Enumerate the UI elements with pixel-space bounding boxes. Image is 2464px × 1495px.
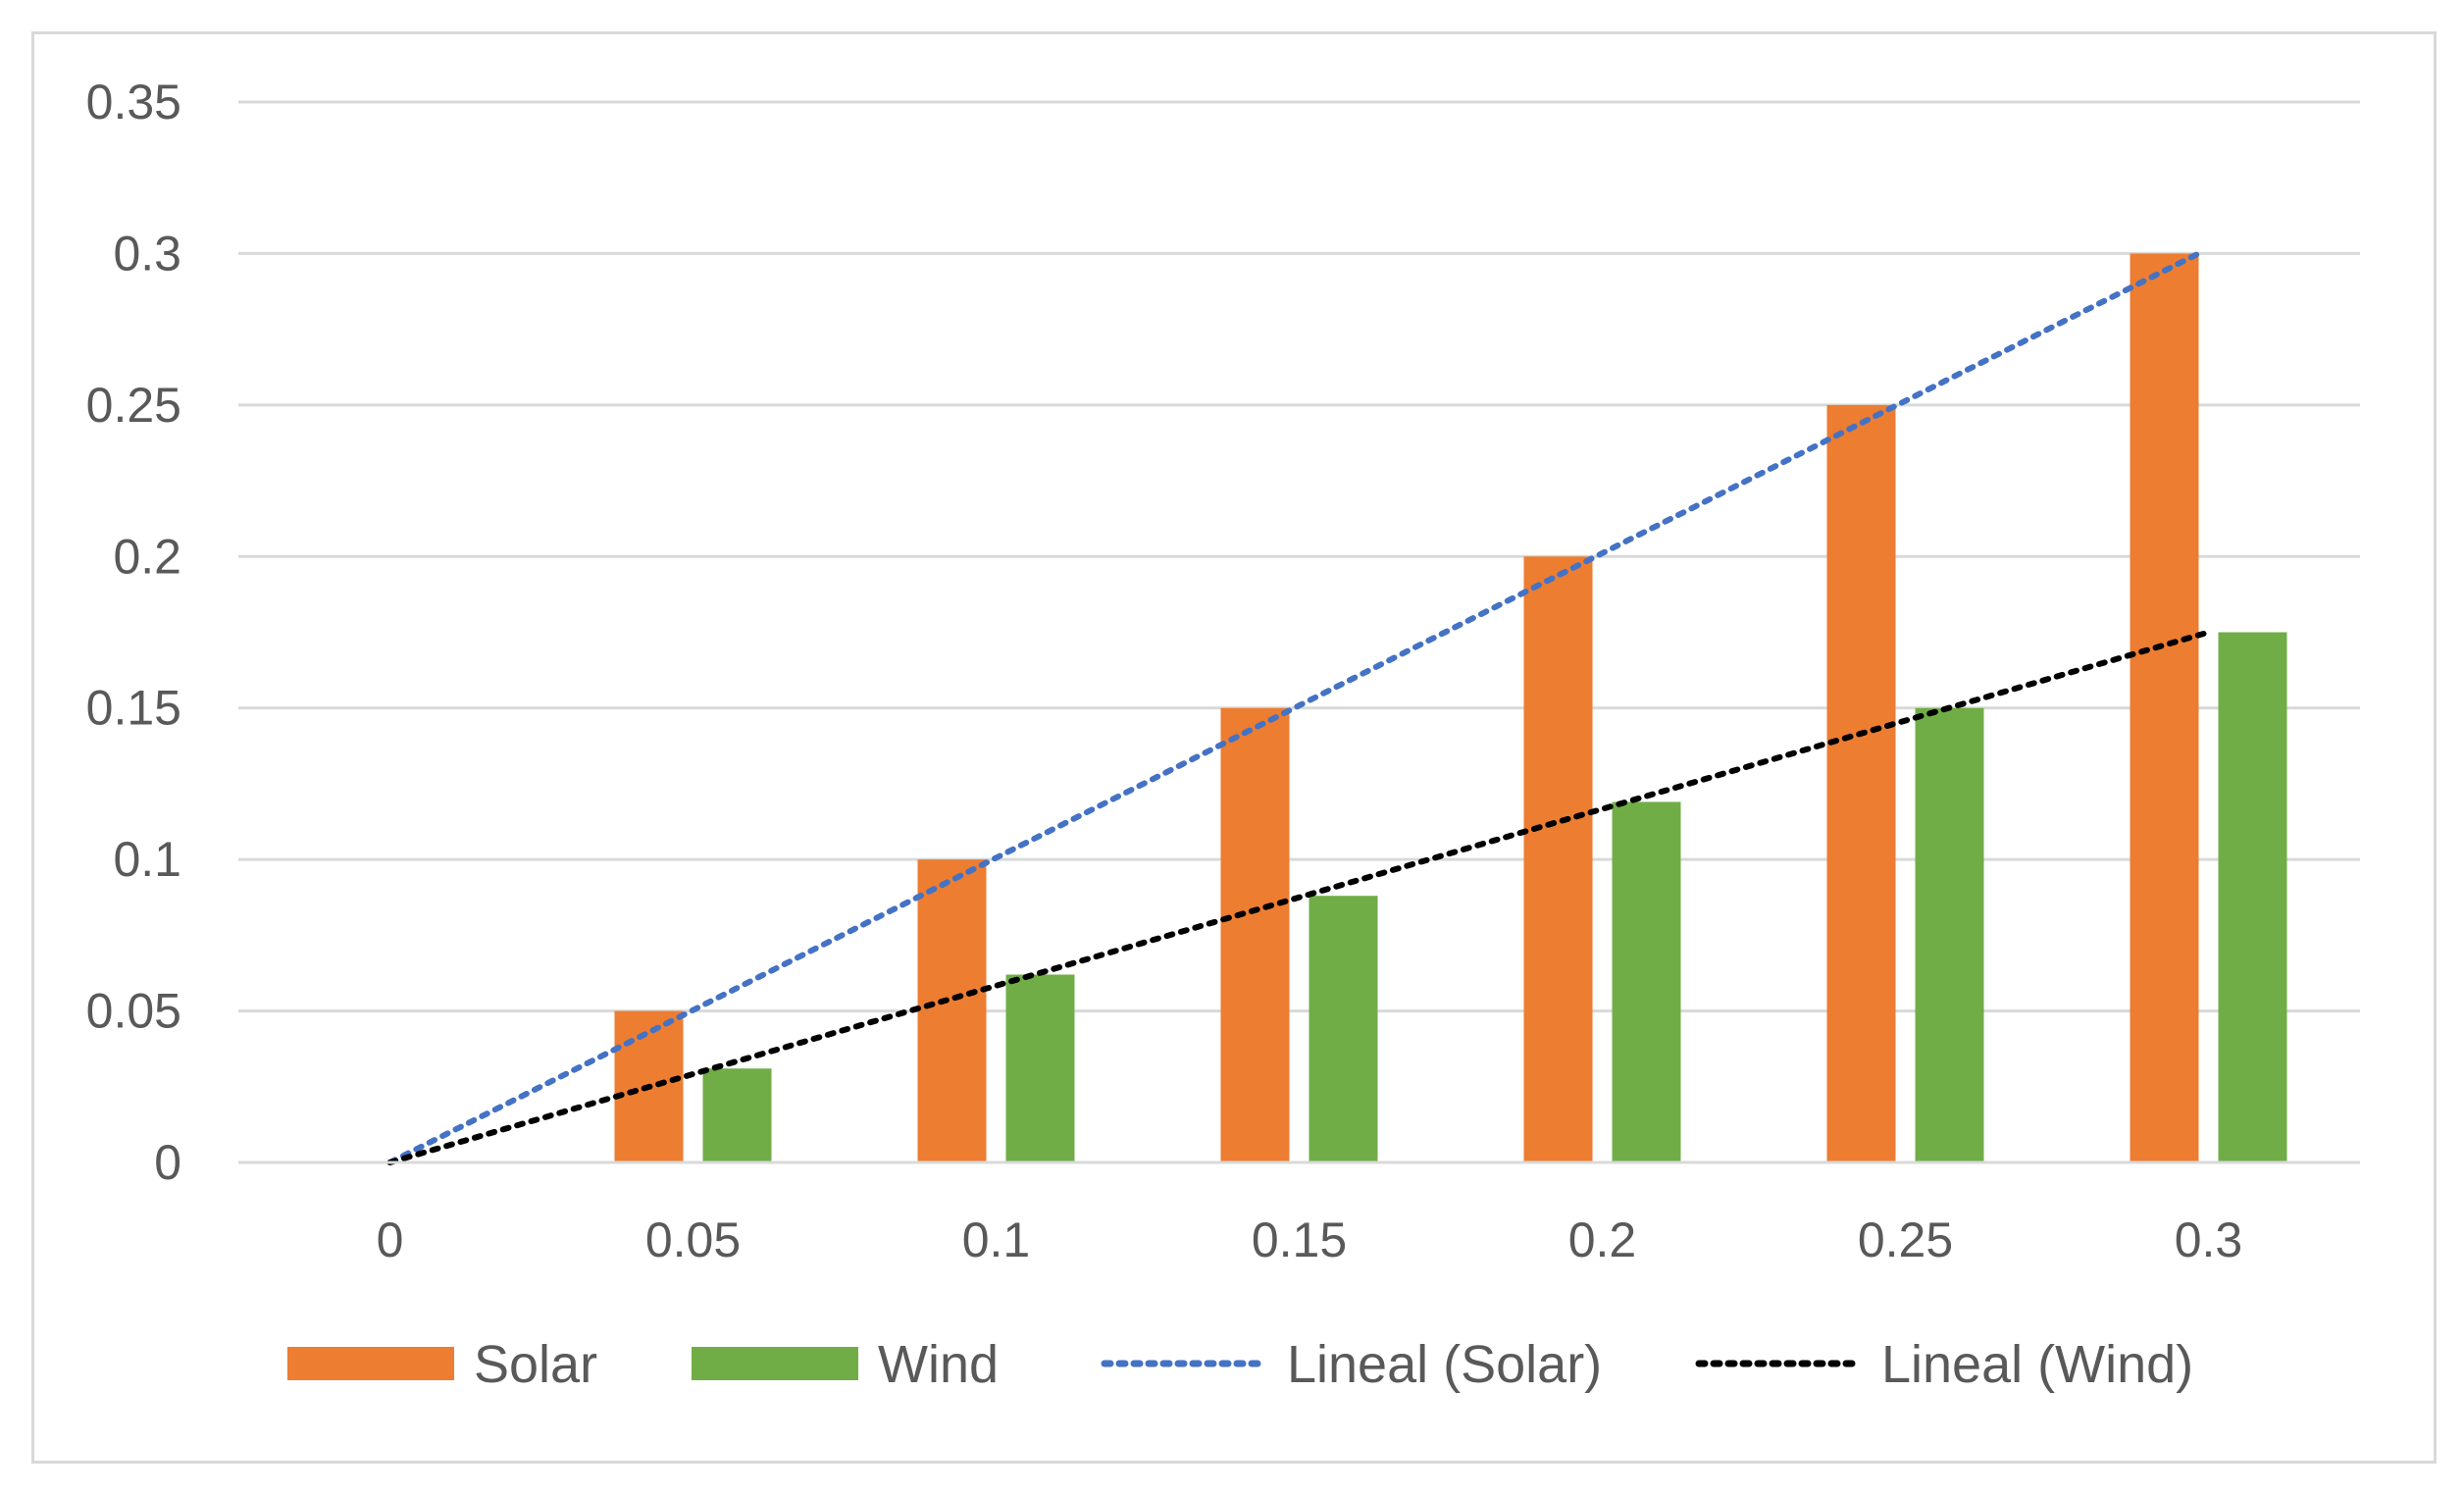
y-tick-label: 0 [154, 1135, 181, 1190]
x-tick-label: 0.25 [1858, 1212, 1953, 1267]
bar-solar-0.2 [1523, 556, 1593, 1162]
bar-wind-0.25 [1915, 707, 1984, 1162]
y-tick-label: 0.2 [113, 529, 181, 584]
legend-item-lineal-solar: Lineal (Solar) [1101, 1335, 1602, 1394]
bar-solar-0.15 [1220, 707, 1290, 1162]
x-tick-label: 0 [377, 1212, 404, 1267]
y-tick-label: 0.15 [86, 681, 181, 736]
legend-swatch [287, 1347, 454, 1380]
x-tick-label: 0.3 [2175, 1212, 2243, 1267]
y-tick-label: 0.05 [86, 984, 181, 1039]
legend-label: Solar [474, 1335, 597, 1394]
bar-wind-0.15 [1309, 896, 1378, 1162]
x-tick-label: 0.2 [1568, 1212, 1637, 1267]
legend: Solar Wind Lineal (Solar) Lineal (Wind) [287, 1335, 2193, 1394]
x-axis-ticks: 0 0.05 0.1 0.15 0.2 0.25 0.3 [377, 1212, 2243, 1267]
legend-item-lineal-wind: Lineal (Wind) [1695, 1335, 2193, 1394]
x-tick-label: 0.05 [645, 1212, 741, 1267]
legend-label: Wind [878, 1335, 999, 1394]
chart-svg: 00.050.10.150.20.250.30.35 0 0.05 0.1 0.15 0… [86, 75, 2360, 1394]
legend-label: Lineal (Wind) [1881, 1335, 2193, 1394]
y-axis-ticks: 0 0.05 0.1 0.15 0.2 0.25 0.3 0.35 [86, 75, 181, 1190]
bar-wind-0.05 [702, 1068, 772, 1162]
grid-layer [238, 100, 2360, 1164]
y-tick-label: 0.25 [86, 378, 181, 433]
bar-wind-0.3 [2218, 632, 2287, 1162]
chart-frame: 0 0.05 0.1 0.15 0.2 0.25 0.3 0.35 0 0.05 0.1 0.15 0… [31, 31, 2437, 1464]
y-tick-label: 0.35 [86, 75, 181, 129]
bar-wind-0.1 [1005, 974, 1075, 1162]
x-tick-label: 0.15 [1252, 1212, 1347, 1267]
bars-layer [614, 253, 2287, 1162]
y-tick-label: 0.3 [113, 226, 181, 281]
bar-wind-0.2 [1612, 801, 1681, 1162]
bar-solar-0.1 [917, 859, 987, 1162]
bar-solar-0.25 [1826, 404, 1896, 1162]
legend-item-solar: Solar [287, 1335, 597, 1394]
x-tick-label: 0.1 [962, 1212, 1031, 1267]
legend-swatch [692, 1347, 858, 1380]
trendline-wind [386, 629, 2212, 1165]
trend-layer [238, 250, 2360, 1165]
y-tick-label: 0.1 [113, 832, 181, 887]
bar-solar-0.3 [2130, 253, 2199, 1162]
trendline-solar [386, 250, 2202, 1165]
legend-label: Lineal (Solar) [1287, 1335, 1602, 1394]
legend-item-wind: Wind [692, 1335, 999, 1394]
